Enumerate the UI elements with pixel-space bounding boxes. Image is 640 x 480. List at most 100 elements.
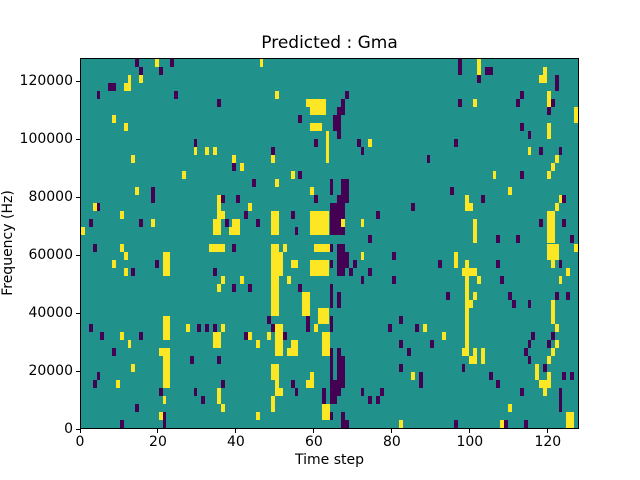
heatmap-cell [92, 379, 97, 388]
heatmap-cell [205, 147, 210, 156]
heatmap-cell [313, 139, 318, 148]
heatmap-cell [438, 259, 443, 268]
heatmap-cell [360, 251, 365, 260]
x-tick-label: 80 [382, 434, 401, 450]
heatmap-cell [480, 195, 485, 204]
heatmap-cell [341, 219, 346, 228]
heatmap-cell [341, 355, 346, 388]
heatmap-cell [465, 259, 470, 356]
heatmap-cell [325, 131, 330, 164]
heatmap-cell [527, 339, 532, 348]
heatmap-cell [411, 371, 415, 380]
heatmap-cell [216, 99, 221, 108]
heatmap-cell [527, 131, 532, 140]
heatmap-cell [123, 251, 128, 260]
heatmap-cell [473, 99, 478, 108]
heatmap-cell [251, 179, 256, 188]
y-tick-label: 40000 [28, 305, 73, 322]
heatmap-cell [508, 291, 512, 300]
heatmap-cell [574, 243, 578, 252]
heatmap-cell [298, 115, 303, 124]
heatmap-cell [554, 291, 559, 300]
heatmap-cell [158, 411, 163, 420]
heatmap-cell [399, 315, 404, 324]
heatmap-cell [546, 339, 551, 348]
heatmap-cell [550, 259, 555, 268]
x-tick-mark [469, 429, 471, 433]
heatmap-cell [453, 139, 458, 148]
heatmap-cell [341, 99, 346, 108]
heatmap-cell [313, 323, 318, 332]
heatmap-cell [162, 411, 167, 428]
heatmap-cell [244, 211, 248, 220]
heatmap-cell [511, 299, 516, 308]
y-tick-mark [76, 370, 80, 372]
chart-title: Predicted : Gma [261, 33, 398, 53]
heatmap-cell [286, 275, 291, 284]
heatmap-cell [158, 67, 163, 76]
heatmap-cell [115, 379, 120, 388]
heatmap-cell [546, 91, 551, 108]
heatmap-cell [193, 147, 198, 156]
heatmap-cell [275, 179, 280, 188]
heatmap-cell [240, 163, 245, 172]
heatmap-cell [360, 387, 365, 396]
heatmap-cell [92, 203, 97, 212]
heatmap-cell [135, 403, 140, 412]
heatmap-cell [341, 411, 346, 428]
heatmap-cell [477, 59, 481, 76]
y-tick-mark [76, 196, 80, 198]
heatmap-cell [469, 299, 474, 308]
heatmap-cell [368, 395, 373, 404]
heatmap-cell [158, 387, 163, 396]
heatmap-cell [570, 371, 575, 380]
heatmap-cell [554, 323, 559, 332]
heatmap-cell [337, 291, 342, 308]
heatmap-cell [461, 363, 466, 372]
heatmap-cell [232, 219, 241, 236]
heatmap-cell [290, 259, 299, 268]
heatmap-cell [112, 259, 116, 268]
heatmap-cell [379, 387, 384, 396]
heatmap-cell [535, 363, 540, 380]
heatmap-cell [515, 99, 520, 108]
heatmap-cell [539, 75, 544, 84]
heatmap-cell [445, 291, 450, 300]
heatmap-cell [220, 275, 225, 284]
heatmap-cell [150, 187, 155, 204]
heatmap-cell [387, 323, 392, 332]
heatmap-cell [477, 75, 481, 84]
heatmap-cell [550, 299, 555, 324]
heatmap-cell [391, 251, 396, 260]
heatmap-cell [232, 283, 237, 292]
heatmap-cell [317, 307, 330, 324]
heatmap-cell [298, 283, 303, 292]
heatmap-cell [337, 195, 346, 236]
heatmap-cell [418, 371, 423, 388]
heatmap-cell [259, 59, 264, 68]
x-tick-label: 20 [149, 434, 167, 450]
heatmap-cell [154, 59, 159, 68]
y-tick-label: 120000 [19, 73, 73, 90]
x-tick-mark [391, 429, 393, 433]
heatmap-cell [162, 395, 167, 404]
heatmap-cell [306, 379, 314, 388]
heatmap-cell [213, 147, 217, 156]
heatmap-cell [306, 99, 311, 108]
heatmap-cell [519, 91, 524, 100]
heatmap-cell [216, 283, 221, 292]
heatmap-cell [376, 395, 380, 404]
heatmap-cell [496, 259, 501, 268]
heatmap-cell [430, 339, 435, 348]
heatmap-cell [255, 411, 260, 420]
heatmap-cell [465, 195, 470, 212]
heatmap-cell [558, 259, 563, 268]
heatmap-cell [306, 315, 311, 332]
heatmap-cell [546, 123, 551, 140]
heatmap-cell [119, 243, 124, 252]
heatmap-cell [100, 331, 105, 340]
heatmap-cell [337, 347, 342, 396]
heatmap-cell [131, 267, 136, 276]
heatmap-cell [449, 187, 454, 196]
heatmap-cell [150, 219, 155, 228]
